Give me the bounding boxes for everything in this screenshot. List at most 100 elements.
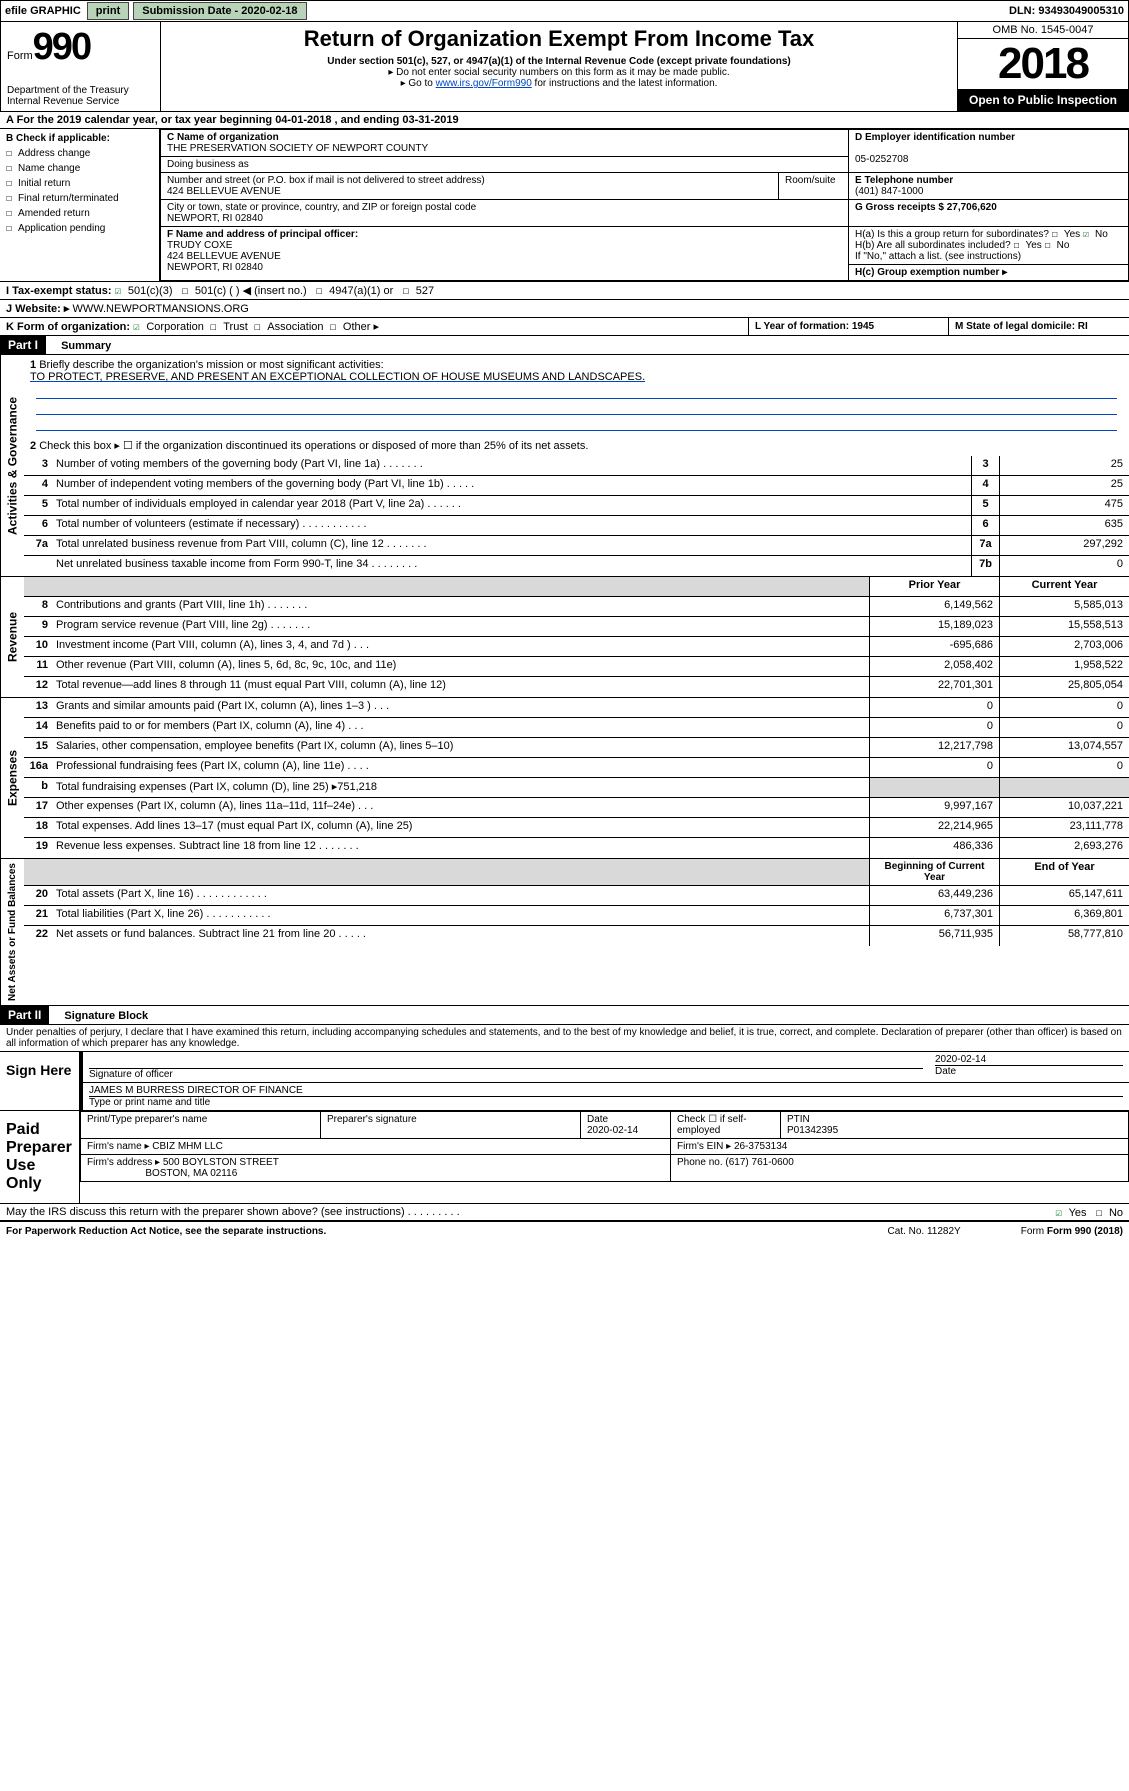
row-code: 5 xyxy=(971,496,999,515)
firm-addr-label: Firm's address ▸ xyxy=(87,1157,160,1168)
mission-blank-line xyxy=(36,383,1117,399)
vert-netassets: Net Assets or Fund Balances xyxy=(0,859,24,1005)
row-code: 3 xyxy=(971,456,999,475)
assoc-checkbox[interactable] xyxy=(254,320,267,333)
formorg-row: K Form of organization: Corporation Trus… xyxy=(0,318,1129,336)
data-row: 13Grants and similar amounts paid (Part … xyxy=(24,698,1129,718)
row-num: 15 xyxy=(24,738,52,757)
other-checkbox[interactable] xyxy=(330,320,343,333)
date-label: Date xyxy=(935,1065,1123,1077)
501c3-checkbox[interactable] xyxy=(115,284,128,297)
prior-value: 9,997,167 xyxy=(869,798,999,817)
row-num: 8 xyxy=(24,597,52,616)
row-label: Salaries, other compensation, employee b… xyxy=(52,738,869,757)
perjury-text: Under penalties of perjury, I declare th… xyxy=(0,1025,1129,1052)
discuss-no-checkbox[interactable] xyxy=(1096,1206,1109,1219)
prior-value: -695,686 xyxy=(869,637,999,656)
checklist-checkbox[interactable] xyxy=(6,163,18,174)
ha-no-checkbox[interactable] xyxy=(1083,229,1095,240)
row-label: Net unrelated business taxable income fr… xyxy=(52,556,971,576)
row-label: Revenue less expenses. Subtract line 18 … xyxy=(52,838,869,858)
prior-value: 6,149,562 xyxy=(869,597,999,616)
open-to-public: Open to Public Inspection xyxy=(958,89,1128,111)
data-row: 14Benefits paid to or for members (Part … xyxy=(24,718,1129,738)
corp-checkbox[interactable] xyxy=(133,320,146,333)
data-row: 20Total assets (Part X, line 16) . . . .… xyxy=(24,886,1129,906)
row-label: Total expenses. Add lines 13–17 (must eq… xyxy=(52,818,869,837)
preparer-table: Print/Type preparer's name Preparer's si… xyxy=(80,1111,1129,1182)
prior-value: 22,701,301 xyxy=(869,677,999,697)
4947-checkbox[interactable] xyxy=(316,284,329,297)
data-row: 8Contributions and grants (Part VIII, li… xyxy=(24,597,1129,617)
expenses-section: Expenses 13Grants and similar amounts pa… xyxy=(0,698,1129,859)
row-label: Total liabilities (Part X, line 26) . . … xyxy=(52,906,869,925)
trust-checkbox[interactable] xyxy=(210,320,223,333)
revenue-section: Revenue Prior Year Current Year 8Contrib… xyxy=(0,577,1129,698)
checklist-heading: B Check if applicable: xyxy=(6,131,153,146)
q1-label: Briefly describe the organization's miss… xyxy=(39,359,383,371)
m-label: M State of legal domicile: RI xyxy=(955,321,1088,332)
checklist-checkbox[interactable] xyxy=(6,193,18,204)
activities-gov-section: Activities & Governance 1 Briefly descri… xyxy=(0,355,1129,577)
period-line: A For the 2019 calendar year, or tax yea… xyxy=(0,112,1129,129)
firm-addr2: BOSTON, MA 02116 xyxy=(145,1168,237,1179)
irs-link[interactable]: www.irs.gov/Form990 xyxy=(436,78,532,89)
checklist-checkbox[interactable] xyxy=(6,178,18,189)
status-row: I Tax-exempt status: 501(c)(3) 501(c) ( … xyxy=(0,282,1129,300)
checklist-b: B Check if applicable: Address changeNam… xyxy=(0,129,160,281)
mission-blank-line xyxy=(36,415,1117,431)
sig-officer-label: Signature of officer xyxy=(89,1068,923,1080)
row-value: 25 xyxy=(999,456,1129,475)
prior-value: 63,449,236 xyxy=(869,886,999,905)
org-name: THE PRESERVATION SOCIETY OF NEWPORT COUN… xyxy=(167,143,428,154)
prior-value: 0 xyxy=(869,758,999,777)
q1-num: 1 xyxy=(30,359,36,371)
current-value: 0 xyxy=(999,758,1129,777)
prep-phone-label: Phone no. xyxy=(677,1157,723,1168)
vert-expenses: Expenses xyxy=(0,698,24,858)
501c-checkbox[interactable] xyxy=(182,284,195,297)
firm-addr1: 500 BOYLSTON STREET xyxy=(163,1157,279,1168)
checklist-checkbox[interactable] xyxy=(6,208,18,219)
527-checkbox[interactable] xyxy=(402,284,415,297)
hb-yes-checkbox[interactable] xyxy=(1013,240,1025,251)
firm-ein-label: Firm's EIN ▸ xyxy=(677,1141,731,1152)
row-label: Contributions and grants (Part VIII, lin… xyxy=(52,597,869,616)
part1-header: Part I xyxy=(0,336,46,354)
checklist-checkbox[interactable] xyxy=(6,223,18,234)
row-num: 5 xyxy=(24,496,52,515)
row-code: 7a xyxy=(971,536,999,555)
hc-label: H(c) Group exemption number ▸ xyxy=(855,267,1007,278)
org-address: 424 BELLEVUE AVENUE xyxy=(167,186,281,197)
discuss-row: May the IRS discuss this return with the… xyxy=(0,1204,1129,1221)
row-num: 11 xyxy=(24,657,52,676)
discuss-yes-checkbox[interactable] xyxy=(1055,1206,1068,1219)
ha-yes-checkbox[interactable] xyxy=(1052,229,1064,240)
current-value: 58,777,810 xyxy=(999,926,1129,946)
prior-value: 2,058,402 xyxy=(869,657,999,676)
end-year-header: End of Year xyxy=(999,859,1129,885)
print-button[interactable]: print xyxy=(87,2,129,20)
efile-label: efile GRAPHIC xyxy=(1,5,85,17)
row-label: Program service revenue (Part VIII, line… xyxy=(52,617,869,636)
checklist-checkbox[interactable] xyxy=(6,148,18,159)
prep-date: 2020-02-14 xyxy=(587,1125,638,1136)
current-value: 15,558,513 xyxy=(999,617,1129,636)
data-row: 21Total liabilities (Part X, line 26) . … xyxy=(24,906,1129,926)
hb-no-checkbox[interactable] xyxy=(1045,240,1057,251)
row-value: 297,292 xyxy=(999,536,1129,555)
row-label: Number of independent voting members of … xyxy=(52,476,971,495)
data-row: 18Total expenses. Add lines 13–17 (must … xyxy=(24,818,1129,838)
sign-here-label: Sign Here xyxy=(0,1052,80,1110)
data-row: 15Salaries, other compensation, employee… xyxy=(24,738,1129,758)
gov-row: Net unrelated business taxable income fr… xyxy=(24,556,1129,576)
submission-date-button[interactable]: Submission Date - 2020-02-18 xyxy=(133,2,306,20)
row-num: 21 xyxy=(24,906,52,925)
dln-label: DLN: 93493049005310 xyxy=(1005,5,1128,17)
org-city: NEWPORT, RI 02840 xyxy=(167,213,263,224)
mission-blank-line xyxy=(36,399,1117,415)
netassets-section: Net Assets or Fund Balances Beginning of… xyxy=(0,859,1129,1006)
prior-value: 6,737,301 xyxy=(869,906,999,925)
row-num: 6 xyxy=(24,516,52,535)
begin-year-header: Beginning of Current Year xyxy=(869,859,999,885)
